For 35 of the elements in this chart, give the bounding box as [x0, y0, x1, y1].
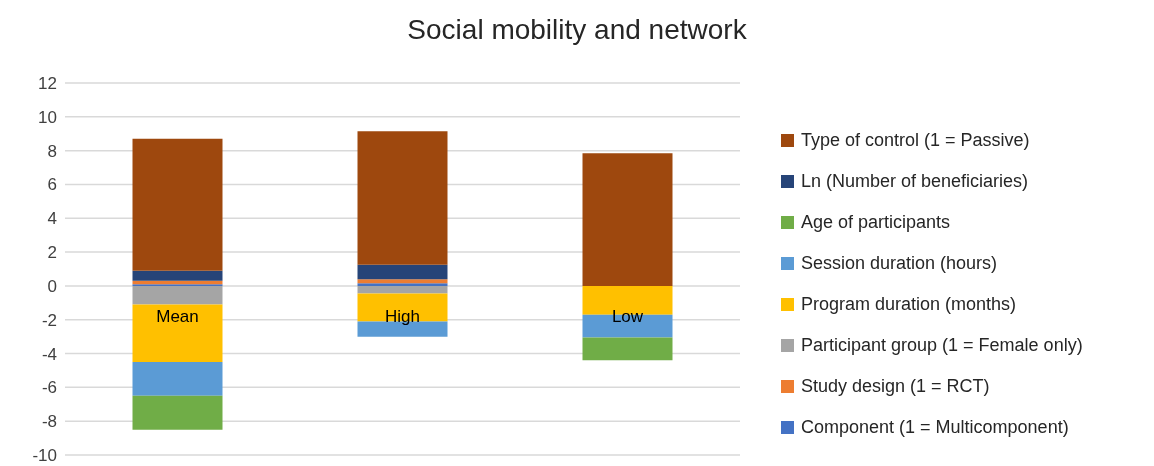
x-tick-label: Mean: [156, 307, 199, 327]
y-tick-label: -8: [41, 412, 57, 432]
bar: [132, 138, 223, 271]
bar: [357, 264, 448, 280]
bar: [132, 304, 223, 362]
y-tick-label: -2: [41, 310, 57, 330]
bar: [582, 153, 673, 286]
legend-label: Session duration (hours): [801, 253, 998, 274]
legend-label: Age of participants: [801, 212, 951, 233]
y-tick-label: 2: [47, 243, 57, 263]
y-tick-label: 12: [38, 74, 57, 94]
y-tick-label: 0: [47, 276, 57, 296]
y-tick-label: -10: [32, 446, 57, 466]
legend-label: Program duration (months): [801, 294, 1017, 315]
y-tick-label: 10: [38, 107, 57, 127]
bar: [357, 279, 448, 284]
legend-label: Component (1 = Multicomponent): [801, 417, 1069, 438]
bar: [357, 283, 448, 286]
bar: [582, 337, 673, 361]
bar: [132, 362, 223, 396]
y-tick-label: -6: [41, 378, 57, 398]
legend-label: Study design (1 = RCT): [801, 376, 990, 397]
bar: [132, 285, 223, 305]
y-tick-label: -4: [41, 344, 57, 364]
y-tick-label: 8: [47, 141, 57, 161]
bar: [357, 131, 448, 265]
legend-label: Ln (Number of beneficiaries): [801, 171, 1029, 192]
bar: [132, 270, 223, 281]
y-tick-label: 4: [47, 209, 57, 229]
chart-title: Social mobility and network: [406, 13, 748, 47]
legend-label: Type of control (1 = Passive): [801, 130, 1030, 151]
bar: [132, 395, 223, 430]
y-tick-label: 6: [47, 175, 57, 195]
bar: [357, 285, 448, 294]
legend-label: Participant group (1 = Female only): [801, 335, 1083, 356]
